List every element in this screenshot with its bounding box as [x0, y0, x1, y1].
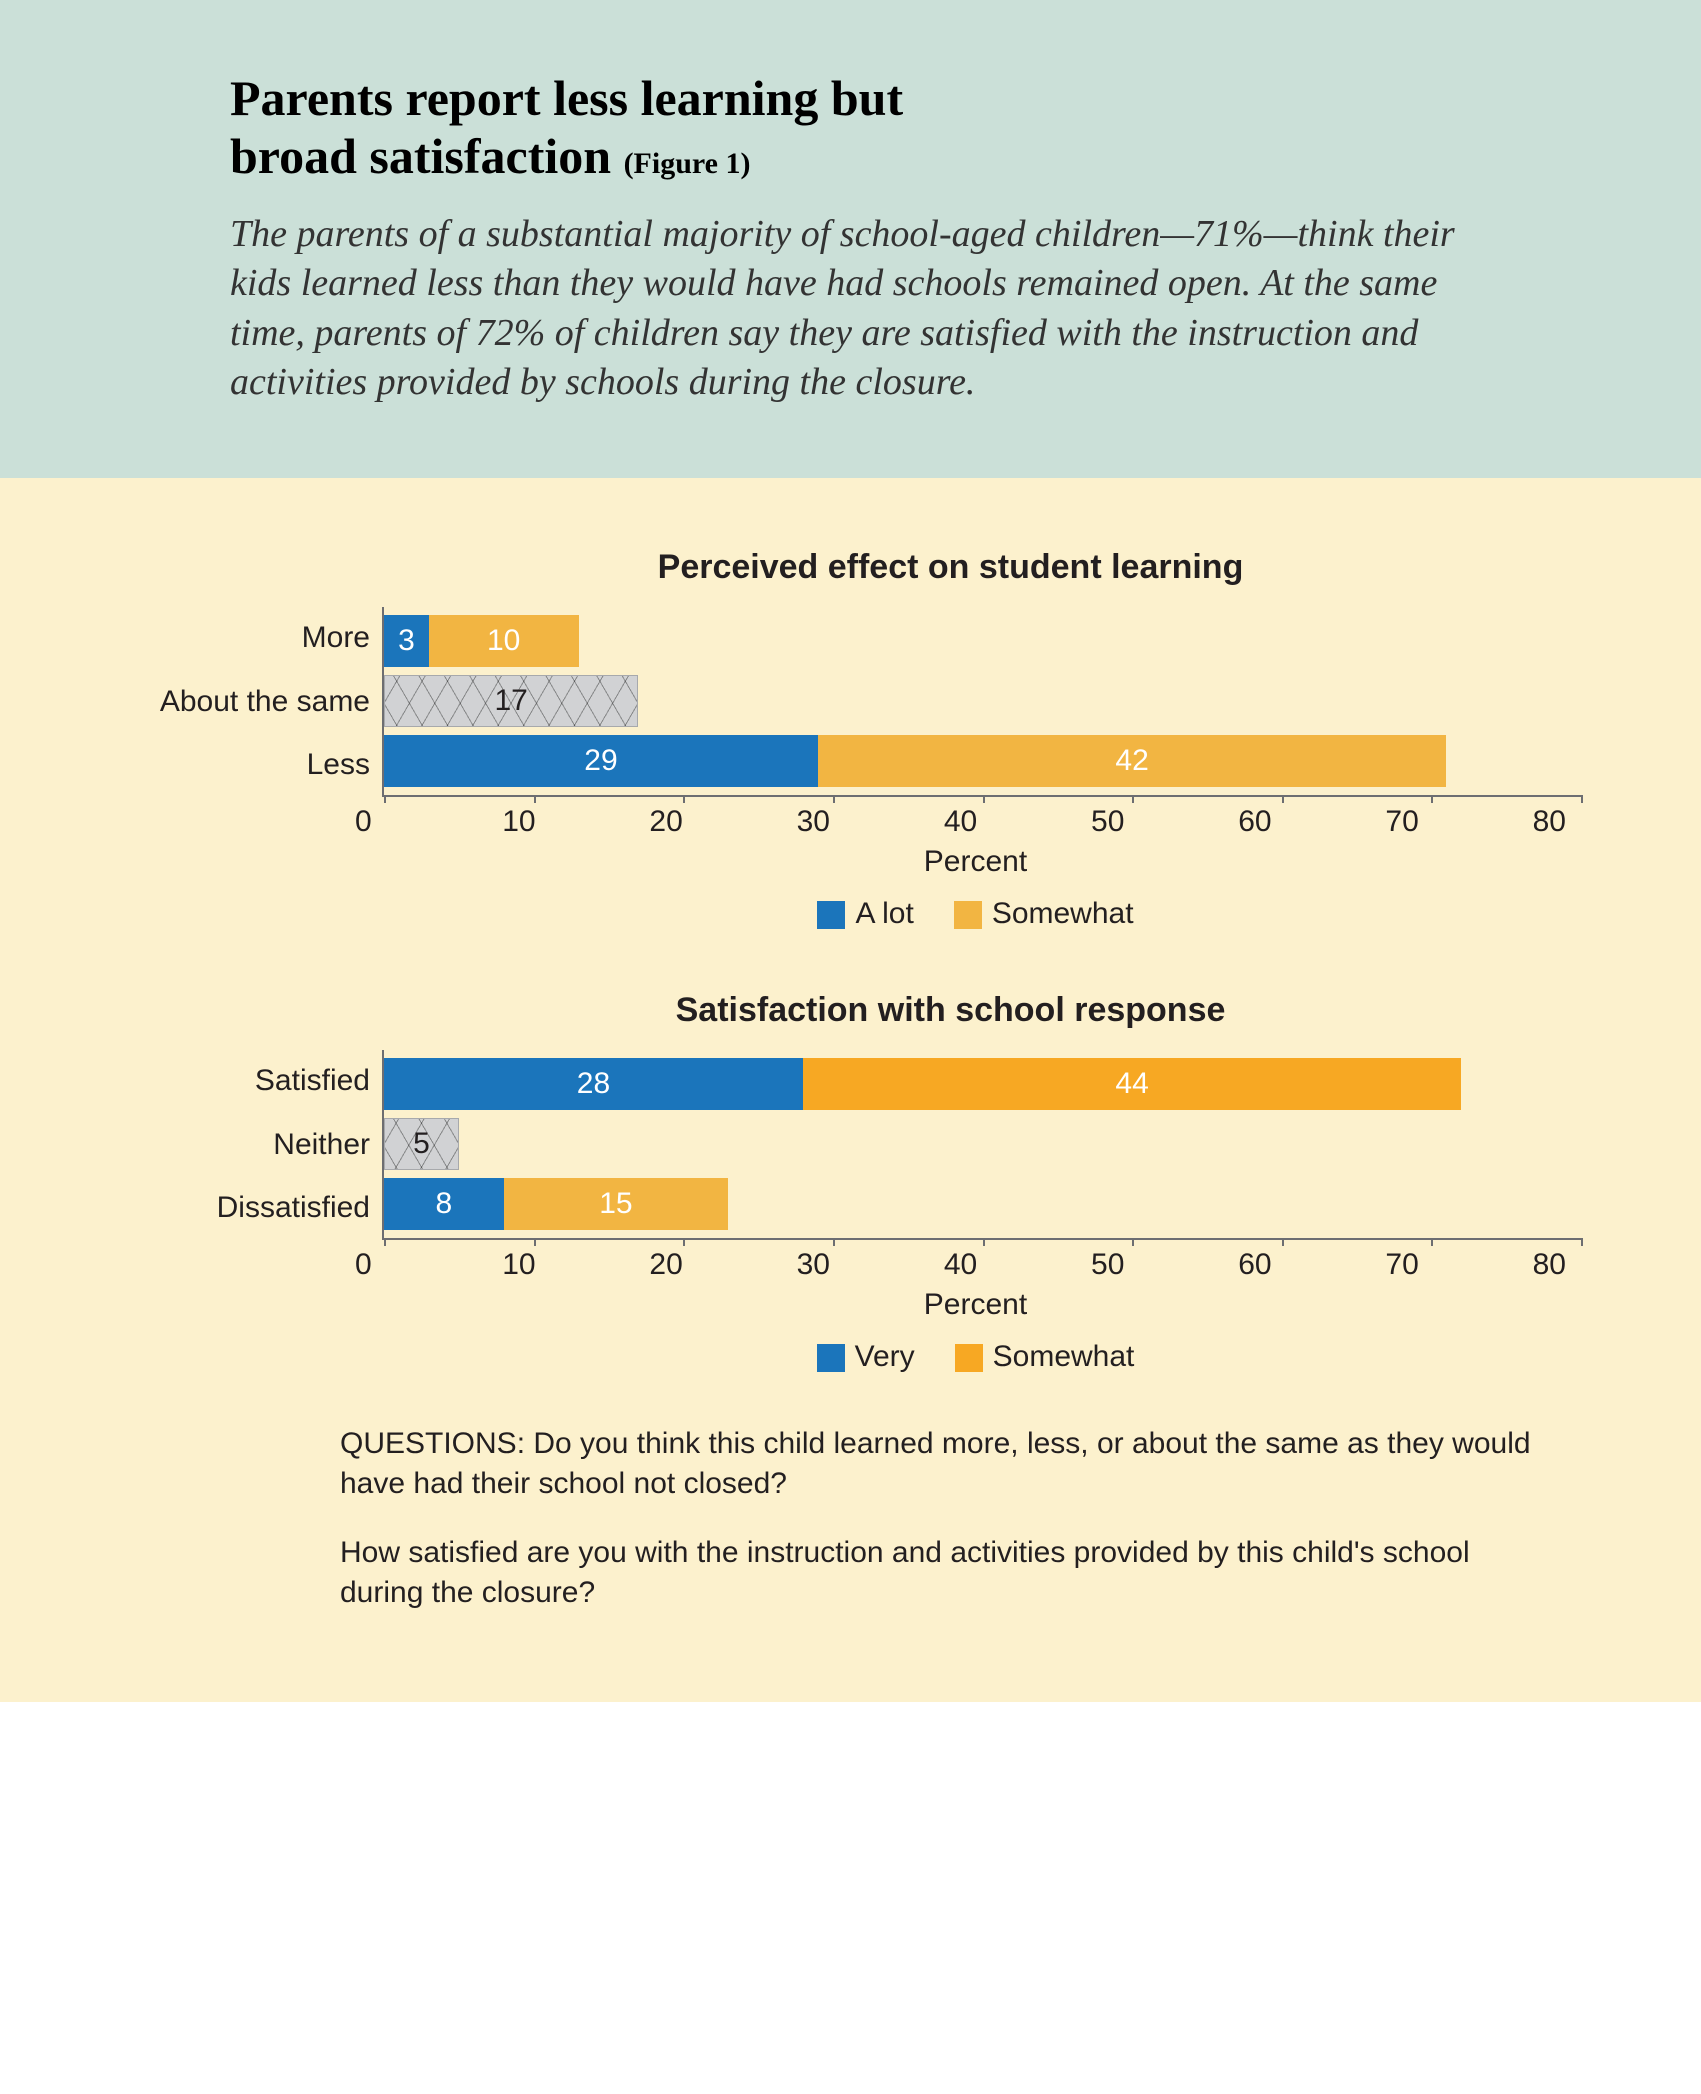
bar-row: 2844 [384, 1058, 1581, 1110]
bar-segment: 29 [384, 735, 818, 787]
header-band: Parents report less learning but broad s… [0, 0, 1701, 478]
x-axis-tick: 40 [959, 1248, 1106, 1282]
title-line-2: broad satisfaction [230, 128, 611, 184]
tick-mark [1132, 795, 1134, 803]
chart2-area: SatisfiedNeitherDissatisfied 2844 5 815 [120, 1050, 1581, 1240]
chart1-area: MoreAbout the sameLess 310 17 2942 [120, 607, 1581, 797]
bar-row: 2942 [384, 735, 1581, 787]
y-axis-label: Less [120, 735, 370, 795]
x-axis-tick: 0 [370, 805, 517, 839]
tick-mark [683, 795, 685, 803]
x-axis-tick: 70 [1400, 1248, 1547, 1282]
x-axis-tick: 50 [1106, 805, 1253, 839]
bar-segment: 15 [504, 1178, 728, 1230]
figure-container: Parents report less learning but broad s… [0, 0, 1701, 1742]
figure-label: (Figure 1) [624, 147, 751, 180]
chart-satisfaction: Satisfaction with school response Satisf… [120, 991, 1581, 1374]
y-axis-label: Satisfied [120, 1051, 370, 1111]
bar-segment: 44 [803, 1058, 1461, 1110]
chart-band: Perceived effect on student learning Mor… [0, 478, 1701, 1702]
chart2-tick-marks [384, 1238, 1581, 1246]
question-2: How satisfied are you with the instructi… [340, 1533, 1541, 1614]
bar-row: 17 [384, 675, 1581, 727]
legend-label: Somewhat [993, 1340, 1135, 1373]
chart1-title: Perceived effect on student learning [320, 548, 1581, 587]
bar-row: 815 [384, 1178, 1581, 1230]
tick-mark [1431, 795, 1433, 803]
tick-mark [1581, 795, 1583, 803]
bar-segment: 10 [429, 615, 579, 667]
tick-mark [833, 795, 835, 803]
bar-segment: 8 [384, 1178, 504, 1230]
y-axis-label: About the same [120, 672, 370, 732]
x-axis-tick: 80 [1548, 805, 1581, 839]
x-axis-tick: 60 [1253, 805, 1400, 839]
legend-label: A lot [855, 897, 913, 930]
tick-mark [983, 795, 985, 803]
tick-mark [384, 795, 386, 803]
y-axis-label: Dissatisfied [120, 1178, 370, 1238]
chart2-plot: 2844 5 815 [382, 1050, 1581, 1240]
tick-mark [1282, 795, 1284, 803]
x-axis-tick: 40 [959, 805, 1106, 839]
chart2-title: Satisfaction with school response [320, 991, 1581, 1030]
bar-segment: 28 [384, 1058, 803, 1110]
legend-swatch [817, 901, 845, 929]
tick-mark [683, 1238, 685, 1246]
legend-label: Somewhat [992, 897, 1134, 930]
x-axis-tick: 70 [1400, 805, 1547, 839]
legend-swatch [954, 901, 982, 929]
title-line-1: Parents report less learning but [230, 70, 903, 126]
chart1-y-labels: MoreAbout the sameLess [120, 607, 382, 797]
chart2-x-label: Percent [370, 1288, 1581, 1322]
chart1-tick-marks [384, 795, 1581, 803]
x-axis-tick: 60 [1253, 1248, 1400, 1282]
chart1-x-axis: 01020304050607080 [370, 805, 1581, 839]
figure-subtitle: The parents of a substantial majority of… [230, 210, 1471, 408]
bar-segment-neutral: 5 [384, 1118, 459, 1170]
tick-mark [1132, 1238, 1134, 1246]
bar-row: 310 [384, 615, 1581, 667]
x-axis-tick: 30 [812, 1248, 959, 1282]
chart-perceived-effect: Perceived effect on student learning Mor… [120, 548, 1581, 931]
x-axis-tick: 30 [812, 805, 959, 839]
x-axis-tick: 50 [1106, 1248, 1253, 1282]
chart1-plot: 310 17 2942 [382, 607, 1581, 797]
legend-swatch [817, 1344, 845, 1372]
tick-mark [1431, 1238, 1433, 1246]
tick-mark [534, 1238, 536, 1246]
x-axis-tick: 10 [517, 805, 664, 839]
chart1-legend: A lot Somewhat [370, 897, 1581, 931]
tick-mark [384, 1238, 386, 1246]
x-axis-tick: 80 [1548, 1248, 1581, 1282]
x-axis-tick: 10 [517, 1248, 664, 1282]
bar-segment-neutral: 17 [384, 675, 638, 727]
x-axis-tick: 20 [664, 1248, 811, 1282]
chart1-x-label: Percent [370, 845, 1581, 879]
tick-mark [833, 1238, 835, 1246]
x-axis-tick: 0 [370, 1248, 517, 1282]
y-axis-label: More [120, 608, 370, 668]
legend-swatch [955, 1344, 983, 1372]
bar-row: 5 [384, 1118, 1581, 1170]
chart2-y-labels: SatisfiedNeitherDissatisfied [120, 1050, 382, 1240]
questions-heading: QUESTIONS: [340, 1427, 525, 1460]
tick-mark [534, 795, 536, 803]
figure-title: Parents report less learning but broad s… [230, 70, 1471, 185]
chart2-legend: Very Somewhat [370, 1340, 1581, 1374]
y-axis-label: Neither [120, 1115, 370, 1175]
tick-mark [983, 1238, 985, 1246]
tick-mark [1581, 1238, 1583, 1246]
x-axis-tick: 20 [664, 805, 811, 839]
chart2-x-axis: 01020304050607080 [370, 1248, 1581, 1282]
bar-segment: 42 [818, 735, 1446, 787]
tick-mark [1282, 1238, 1284, 1246]
legend-label: Very [855, 1340, 915, 1373]
survey-questions: QUESTIONS: Do you think this child learn… [340, 1424, 1541, 1614]
bar-segment: 3 [384, 615, 429, 667]
